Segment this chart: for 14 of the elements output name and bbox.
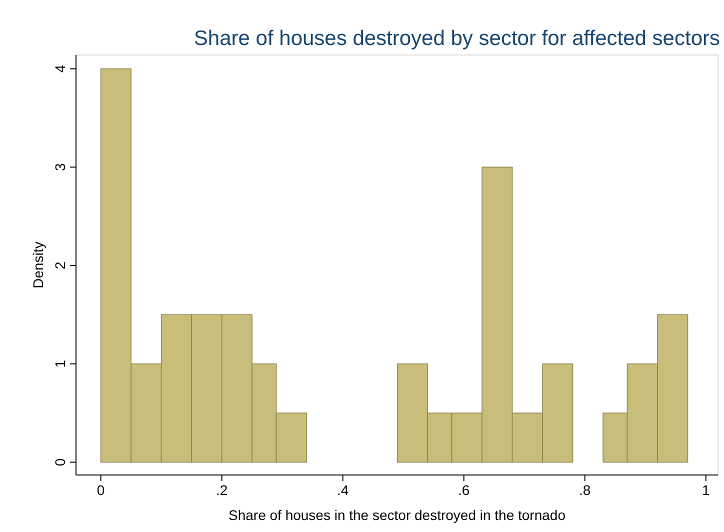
- y-axis-title: Density: [30, 242, 46, 288]
- y-tick-label: 2: [52, 261, 68, 270]
- y-tick-label: 1: [52, 360, 68, 368]
- x-tick-label: .6: [458, 482, 470, 498]
- x-tick-label: .4: [337, 482, 349, 498]
- x-tick-label: .8: [579, 482, 591, 498]
- x-tick-label: 0: [96, 482, 105, 498]
- x-axis-title: Share of houses in the sector destroyed in the tornado: [228, 507, 566, 523]
- x-tick-label: .2: [216, 482, 228, 498]
- y-tick-label: 4: [52, 64, 68, 73]
- y-tick-label: 3: [52, 163, 68, 172]
- x-tick-label: 1: [702, 482, 710, 498]
- y-tick-label: 0: [52, 458, 68, 466]
- chart-title: Share of houses destroyed by sector for affected sectors: [194, 27, 720, 50]
